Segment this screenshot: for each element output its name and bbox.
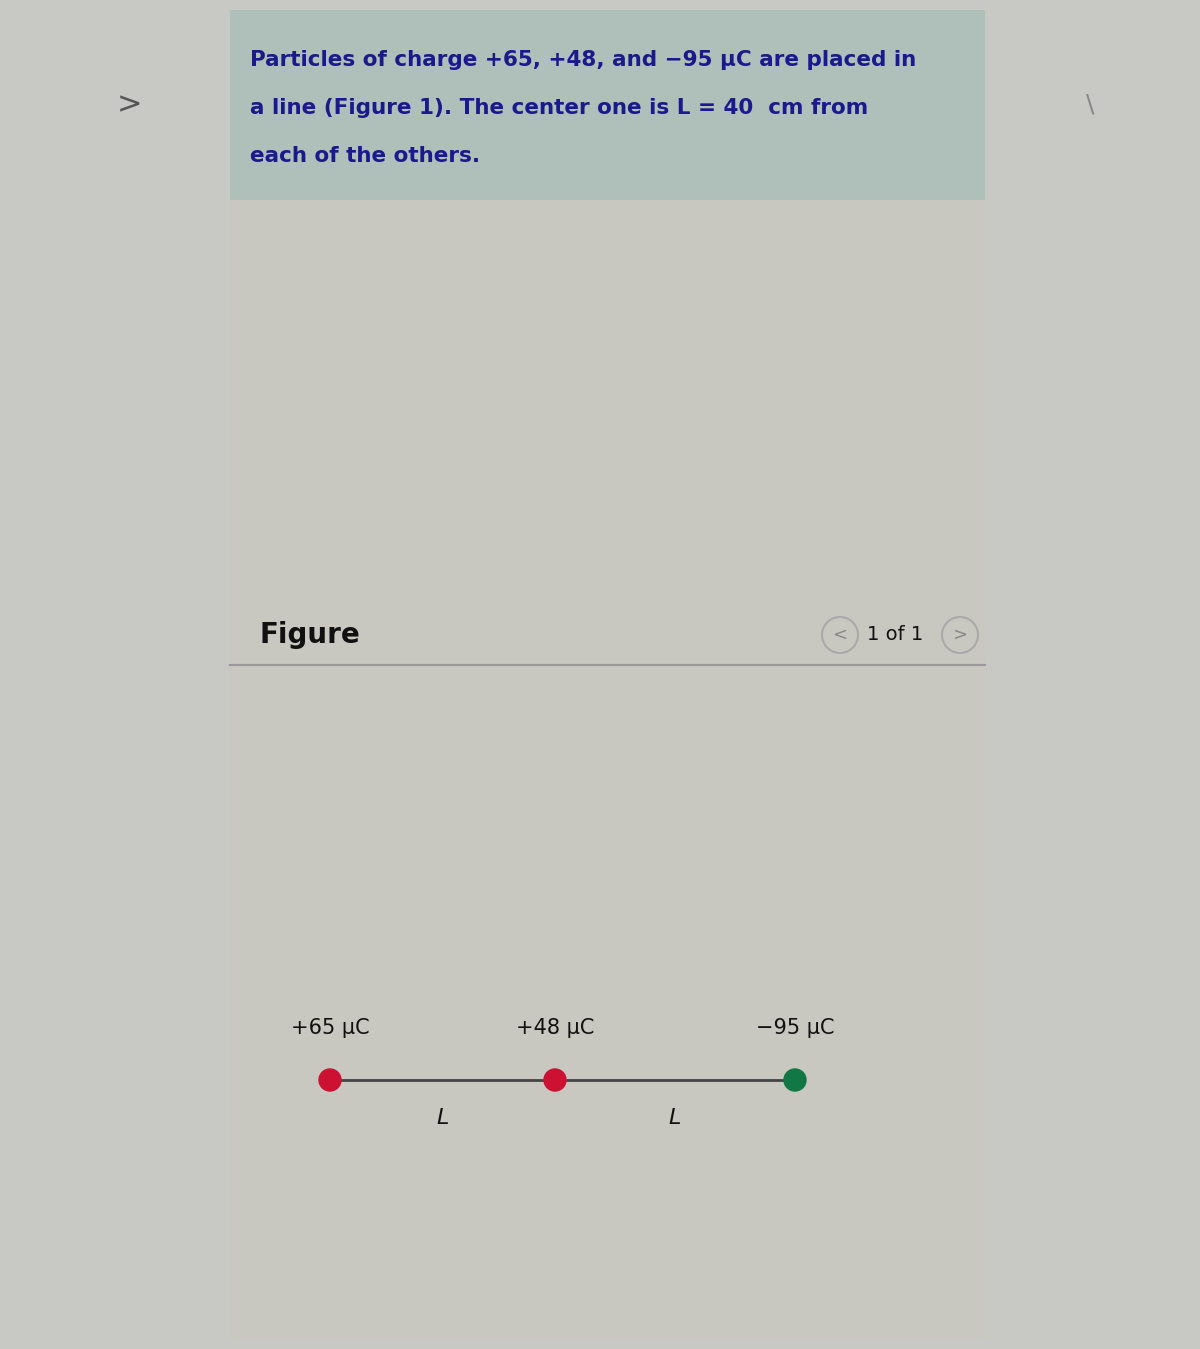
Circle shape [544,1068,566,1091]
Text: >: > [953,626,967,643]
Text: L: L [437,1108,449,1128]
Text: L: L [668,1108,682,1128]
Text: <: < [833,626,847,643]
Text: +65 μC: +65 μC [290,1018,370,1037]
FancyBboxPatch shape [230,200,985,1340]
Text: +48 μC: +48 μC [516,1018,594,1037]
Text: \: \ [1086,93,1094,117]
Text: −95 μC: −95 μC [756,1018,834,1037]
Circle shape [784,1068,806,1091]
Text: each of the others.: each of the others. [250,146,480,166]
FancyBboxPatch shape [230,9,985,200]
Text: a line (Figure 1). The center one is L = 40  cm from: a line (Figure 1). The center one is L =… [250,98,869,117]
Circle shape [319,1068,341,1091]
Text: >: > [118,90,143,120]
Text: 1 of 1: 1 of 1 [866,626,923,645]
Text: Particles of charge +65, +48, and −95 μC are placed in: Particles of charge +65, +48, and −95 μC… [250,50,917,70]
Text: Figure: Figure [260,621,361,649]
